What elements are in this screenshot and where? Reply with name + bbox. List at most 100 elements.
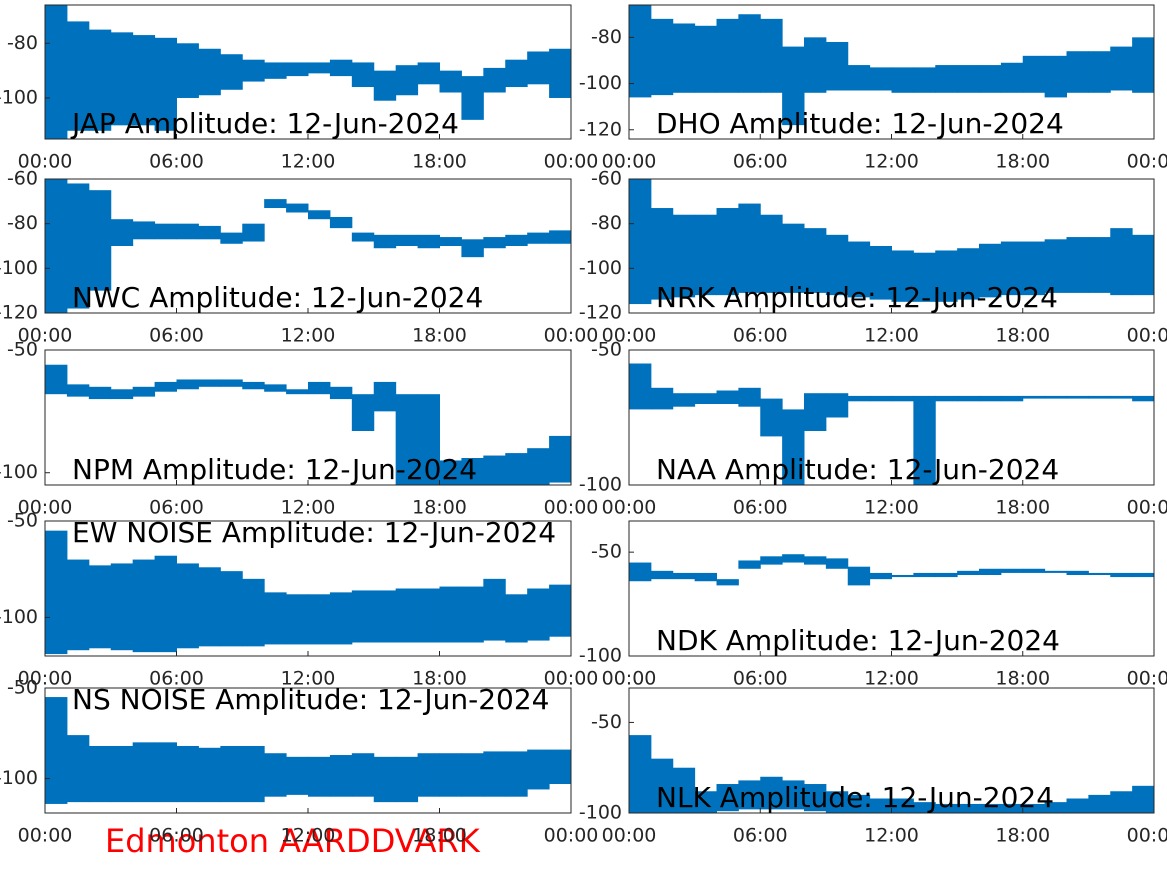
- amplitude-range: [110, 32, 134, 126]
- panel-title: NPM Amplitude: 12-Jun-2024: [72, 453, 477, 486]
- amplitude-range: [650, 387, 674, 410]
- amplitude-range: [869, 798, 892, 813]
- plot-area: [629, 521, 1154, 656]
- y-tick-label: -60: [7, 168, 38, 190]
- x-tick-label: 06:00: [149, 325, 204, 347]
- amplitude-range: [694, 791, 717, 813]
- amplitude-range: [264, 753, 287, 797]
- amplitude-range: [373, 70, 397, 101]
- amplitude-range: [957, 65, 980, 93]
- plot-area: [629, 350, 1154, 485]
- panel-title: NRK Amplitude: 12-Jun-2024: [656, 281, 1058, 314]
- amplitude-range: [760, 556, 783, 565]
- amplitude-range: [979, 803, 1002, 813]
- amplitude-range: [505, 594, 528, 643]
- y-tick-label: -100: [579, 645, 622, 667]
- amplitude-range: [329, 755, 353, 797]
- x-tick-label: 18:00: [995, 825, 1050, 847]
- amplitude-range: [66, 735, 90, 803]
- amplitude-range: [913, 252, 936, 302]
- amplitude-range: [694, 25, 717, 93]
- amplitude-range: [1110, 228, 1133, 296]
- amplitude-range: [176, 223, 199, 240]
- amplitude-range: [891, 575, 914, 578]
- amplitude-range: [351, 590, 375, 643]
- amplitude-range: [869, 67, 892, 91]
- amplitude-range: [804, 784, 827, 812]
- x-tick-label: 00:00: [1127, 497, 1167, 519]
- y-tick-label: -100: [579, 257, 622, 279]
- amplitude-range: [264, 62, 287, 79]
- panel-title: NS NOISE Amplitude: 12-Jun-2024: [72, 683, 549, 716]
- amplitude-range: [1000, 568, 1024, 573]
- x-tick-label: 00:00: [18, 497, 73, 519]
- y-tick-label: -50: [7, 510, 38, 532]
- amplitude-range: [439, 753, 462, 797]
- amplitude-range: [132, 35, 156, 126]
- panel-title: JAP Amplitude: 12-Jun-2024: [70, 107, 459, 140]
- x-tick-label: 00:00: [1127, 825, 1167, 847]
- amplitude-range: [760, 214, 783, 293]
- amplitude-range: [45, 530, 68, 655]
- amplitude-range: [650, 208, 674, 300]
- x-tick-label: 00:00: [602, 668, 657, 690]
- amplitude-range: [439, 460, 462, 485]
- amplitude-range: [264, 199, 287, 209]
- amplitude-range: [804, 37, 827, 93]
- amplitude-range: [286, 203, 309, 213]
- amplitude-range: [132, 742, 156, 803]
- amplitude-range: [913, 802, 936, 813]
- amplitude-range: [825, 791, 849, 813]
- amplitude-range: [782, 409, 805, 485]
- amplitude-range: [373, 590, 397, 643]
- amplitude-range: [242, 745, 265, 803]
- amplitude-range: [1044, 395, 1067, 399]
- amplitude-range: [198, 225, 221, 240]
- panel-title: EW NOISE Amplitude: 12-Jun-2024: [72, 516, 556, 549]
- amplitude-range: [286, 594, 309, 645]
- y-tick-label: -120: [579, 302, 622, 324]
- amplitude-range: [1022, 395, 1046, 399]
- x-tick-label: 00:00: [602, 325, 657, 347]
- amplitude-range: [198, 567, 221, 647]
- amplitude-range: [527, 232, 550, 244]
- amplitude-range: [716, 784, 739, 812]
- amplitude-range: [220, 54, 243, 90]
- amplitude-range: [1132, 785, 1154, 813]
- amplitude-range: [286, 756, 309, 795]
- amplitude-range: [760, 18, 783, 93]
- amplitude-range: [395, 756, 419, 803]
- y-tick-label: -120: [0, 302, 38, 324]
- amplitude-range: [286, 62, 309, 77]
- y-tick-label: -100: [0, 257, 38, 279]
- amplitude-range: [716, 18, 739, 93]
- x-tick-label: 00:00: [18, 325, 73, 347]
- amplitude-range: [461, 586, 484, 643]
- amplitude-range: [847, 65, 871, 91]
- amplitude-range: [483, 237, 506, 249]
- amplitude-range: [957, 395, 980, 402]
- amplitude-range: [308, 210, 331, 220]
- amplitude-range: [549, 584, 571, 637]
- amplitude-range: [351, 62, 375, 88]
- x-tick-label: 00:00: [544, 668, 599, 690]
- amplitude-range: [242, 223, 265, 242]
- amplitude-range: [869, 246, 892, 300]
- series: [629, 5, 1154, 126]
- x-tick-label: 00:00: [544, 151, 599, 173]
- amplitude-range: [417, 394, 440, 485]
- amplitude-range: [45, 697, 68, 804]
- amplitude-range: [45, 5, 68, 139]
- amplitude-range: [66, 384, 90, 397]
- amplitude-range: [549, 230, 571, 244]
- y-tick-label: -100: [0, 606, 38, 628]
- amplitude-range: [439, 586, 462, 643]
- x-tick-label: 18:00: [412, 151, 467, 173]
- amplitude-range: [738, 780, 761, 810]
- amplitude-range: [782, 554, 805, 563]
- amplitude-range: [308, 381, 331, 395]
- amplitude-range: [629, 735, 652, 813]
- panel: -100 -50 00:00 06:00 12:00 18:00 00:00 NS NOISE…: [0, 677, 598, 847]
- y-tick-label: -80: [7, 212, 38, 234]
- amplitude-range: [1132, 395, 1154, 402]
